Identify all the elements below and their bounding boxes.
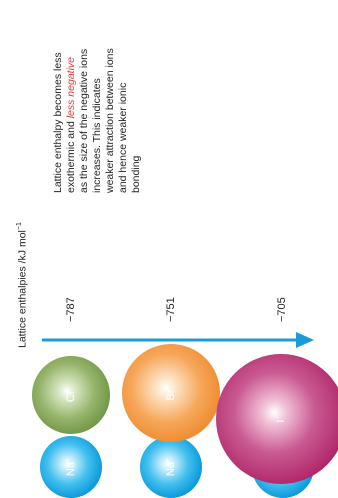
anion-symbol: Br: [165, 389, 177, 401]
anion-symbol: Cl: [65, 391, 77, 403]
cation-charge: +: [64, 457, 72, 463]
cation-charge: +: [164, 457, 172, 463]
iodide-ion: I−: [216, 354, 338, 484]
bromide-ion: Br−: [122, 344, 220, 442]
enthalpy-value-nai: −705: [276, 297, 288, 322]
trend-arrow-head: [296, 332, 314, 348]
note-text-end: as the size of the negative ions increas…: [78, 48, 142, 193]
anion-charge: −: [164, 385, 172, 390]
enthalpy-value-nacl: −787: [65, 297, 77, 322]
cation-symbol: Na: [165, 462, 177, 477]
anion-charge: −: [274, 415, 282, 420]
sodium-ion-row1: Na+: [40, 436, 102, 498]
note-highlight: less negative: [65, 56, 77, 119]
trend-explanation: Lattice enthalpy becomes less exothermic…: [52, 43, 143, 193]
enthalpy-value-nabr: −751: [165, 297, 177, 322]
sodium-ion-row2: Na+: [140, 436, 202, 498]
cation-symbol: Na: [65, 462, 77, 477]
anion-charge: −: [64, 387, 72, 392]
chloride-ion: Cl−: [32, 356, 110, 434]
